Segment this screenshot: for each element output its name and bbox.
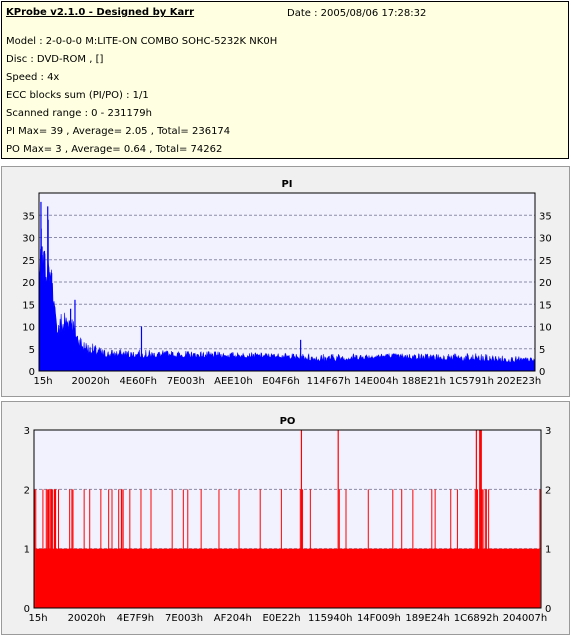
y-tick-label-right: 35: [539, 211, 552, 222]
x-tick-label: 189E24h: [405, 613, 449, 624]
disc-line: Disc : DVD-ROM , []: [6, 54, 104, 65]
x-tick-label: 202E23h: [497, 376, 541, 387]
y-tick-label-left: 30: [22, 234, 35, 245]
model-line: Model : 2-0-0-0 M:LITE-ON COMBO SOHC-523…: [6, 36, 278, 47]
x-tick-label: 7E003h: [165, 613, 203, 624]
y-tick-label-left: 1: [24, 545, 30, 556]
pi-series: [38, 248, 536, 372]
x-tick-label: 114F67h: [307, 376, 351, 387]
x-tick-label: 15h: [28, 613, 47, 624]
x-tick-label: 115940h: [308, 613, 353, 624]
y-tick-label-left: 25: [22, 256, 35, 267]
x-tick-label: 188E21h: [402, 376, 446, 387]
app-title: KProbe v2.1.0 - Designed by Karr: [6, 7, 195, 18]
range-line: Scanned range : 0 - 231179h: [6, 108, 152, 119]
y-tick-label-left: 20: [22, 278, 35, 289]
x-tick-label: 7E003h: [167, 376, 205, 387]
plot-border: [38, 192, 536, 372]
scan-date: Date : 2005/08/06 17:28:32: [287, 8, 427, 19]
y-tick-label-right: 0: [539, 367, 545, 378]
y-tick-label-right: 1: [545, 545, 551, 556]
x-tick-label: 204007h: [503, 613, 548, 624]
x-tick-label: 20020h: [68, 613, 106, 624]
ecc-line: ECC blocks sum (PI/PO) : 1/1: [6, 90, 149, 101]
chart-title: PI: [281, 179, 292, 190]
x-tick-label: 15h: [33, 376, 52, 387]
x-tick-label: 14E004h: [354, 376, 398, 387]
y-tick-label-left: 15: [22, 300, 35, 311]
x-tick-label: E04F6h: [262, 376, 300, 387]
y-tick-label-left: 0: [24, 604, 30, 615]
y-tick-label-left: 5: [29, 345, 35, 356]
y-tick-label-right: 3: [545, 426, 551, 437]
y-tick-label-left: 35: [22, 211, 35, 222]
y-tick-label-right: 10: [539, 323, 552, 334]
y-tick-label-right: 5: [539, 345, 545, 356]
x-tick-label: AEE10h: [214, 376, 253, 387]
x-tick-label: 1C6892h: [454, 613, 499, 624]
y-tick-label-right: 30: [539, 234, 552, 245]
y-tick-label-right: 25: [539, 256, 552, 267]
po-chart: PO 0 0 1 1 2 2 3 3 15h 20020h 4E7F9h 7E003h AF204h E0E…: [24, 416, 552, 624]
y-tick-label-right: 2: [545, 485, 551, 496]
x-tick-label: 14F009h: [357, 613, 401, 624]
y-tick-label-left: 0: [29, 367, 35, 378]
y-tick-label-left: 10: [22, 323, 35, 334]
x-tick-label: E0E22h: [262, 613, 300, 624]
x-tick-label: 4E60Fh: [119, 376, 157, 387]
x-tick-label: 20020h: [72, 376, 110, 387]
x-tick-label: 1C5791h: [449, 376, 494, 387]
speed-line: Speed : 4x: [6, 72, 60, 83]
x-tick-label: 4E7F9h: [117, 613, 155, 624]
chart-title: PO: [280, 416, 296, 427]
y-tick-label-right: 20: [539, 278, 552, 289]
po-base-fill: [35, 548, 540, 608]
y-tick-label-left: 3: [24, 426, 30, 437]
x-tick-label: AF204h: [214, 613, 252, 624]
pi-chart-panel: PI 0 0 5 5 10 10 15 15 20 20 25 25 30 30 35 35 15h 20020h 4…: [1, 166, 570, 397]
po-stats-line: PO Max= 3 , Average= 0.64 , Total= 74262: [6, 144, 223, 155]
y-tick-label-right: 0: [545, 604, 551, 615]
plot-border: [33, 429, 542, 609]
info-panel: KProbe v2.1.0 - Designed by Karr Date : …: [1, 1, 569, 159]
po-chart-panel: PO 0 0 1 1 2 2 3 3 15h 20020h 4E7F9h 7E003h AF204h E0E…: [1, 401, 570, 635]
y-tick-label-right: 15: [539, 300, 552, 311]
pi-stats-line: PI Max= 39 , Average= 2.05 , Total= 2361…: [6, 126, 231, 137]
y-tick-label-left: 2: [24, 485, 30, 496]
pi-chart: PI 0 0 5 5 10 10 15 15 20 20 25 25 30 30 35 35 15h 20020h 4…: [22, 179, 552, 387]
